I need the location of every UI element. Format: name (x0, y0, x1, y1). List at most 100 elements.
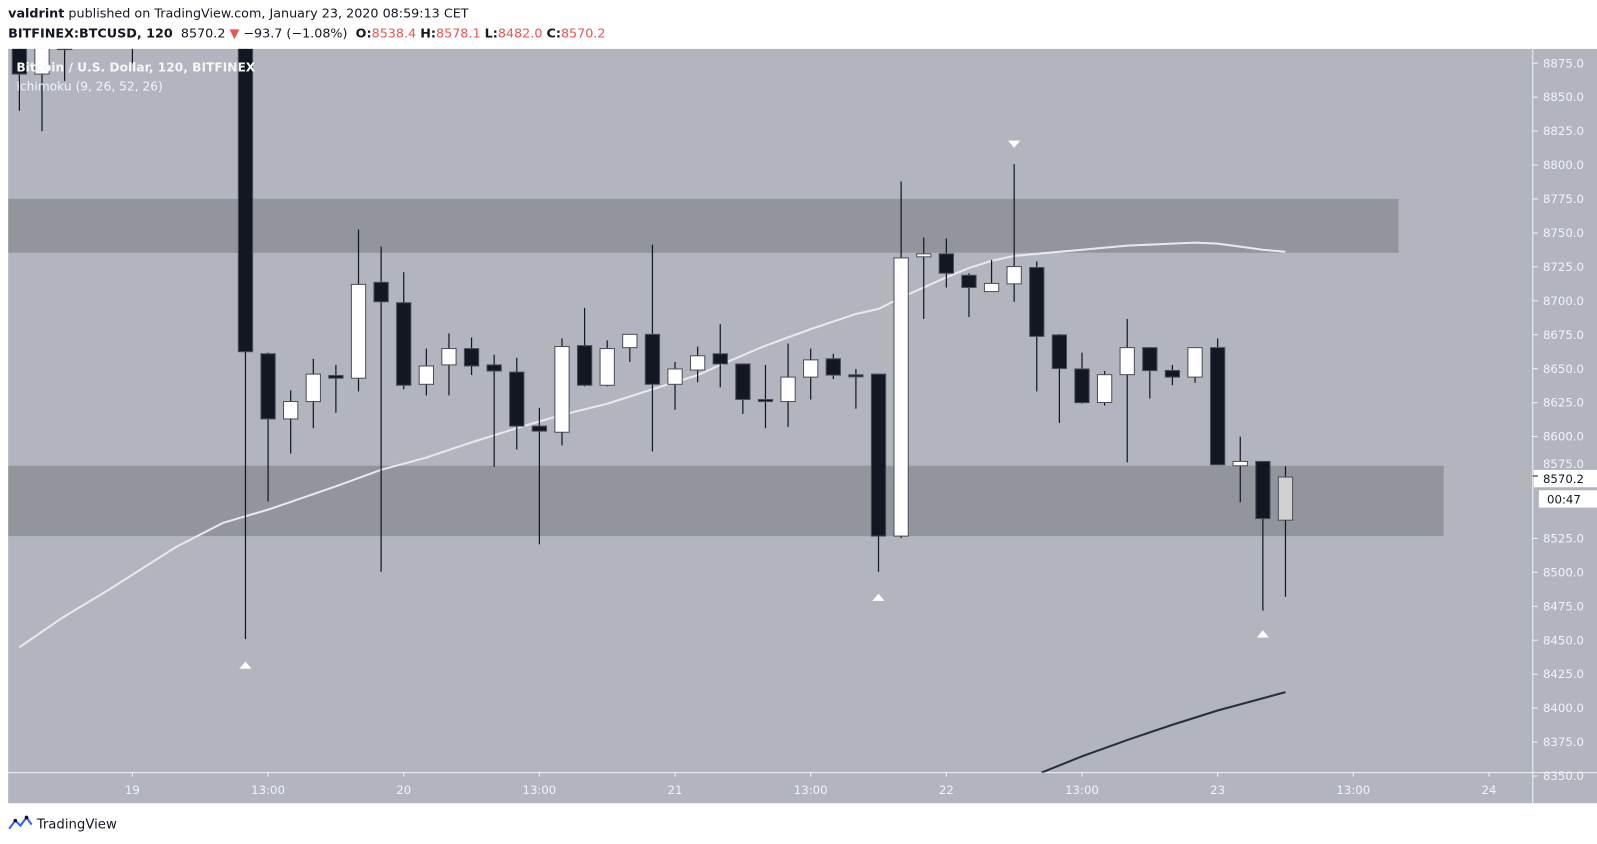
candle-body (1006, 266, 1022, 285)
candle[interactable] (689, 346, 706, 383)
candle[interactable] (893, 181, 909, 539)
symbol-info-bar: BITFINEX:BTCUSD, 120 8570.2 ▼ −93.7 (−1.… (8, 27, 605, 42)
candle[interactable] (373, 246, 389, 572)
candle[interactable] (1051, 334, 1068, 423)
candle[interactable] (622, 333, 638, 362)
candle[interactable] (1074, 352, 1090, 404)
candle[interactable] (712, 324, 728, 388)
candle-body (1255, 460, 1271, 520)
low-label: L: (485, 27, 498, 42)
candle[interactable] (1209, 338, 1226, 466)
price-tick-label: 8475.0 (1543, 599, 1584, 613)
candle[interactable] (237, 0, 254, 640)
time-tick-label: 13:00 (522, 783, 556, 797)
price-zone-0 (8, 198, 1399, 253)
low-value: 8482.0 (498, 27, 543, 42)
candle-body (1096, 374, 1113, 404)
candle[interactable] (34, 22, 50, 132)
candle-body (1187, 347, 1203, 378)
legend-indicator[interactable]: Ichimoku (9, 26, 52, 26) (16, 80, 162, 94)
candle[interactable] (983, 259, 1000, 293)
triangle-down-icon: ▼ (229, 27, 239, 42)
candle[interactable] (531, 407, 548, 545)
price-axis[interactable]: 8875.0 8850.0 8825.0 8800.0 8775.0 8750.0 8725… (1532, 56, 1584, 783)
time-tick-label: 19 (125, 783, 140, 797)
indicator-line-0 (18, 241, 1286, 649)
candle[interactable] (1232, 436, 1248, 503)
candle[interactable] (803, 348, 819, 400)
candle[interactable] (735, 363, 751, 414)
candle[interactable] (350, 229, 367, 392)
candle[interactable] (644, 244, 661, 452)
time-tick-label: 24 (1481, 783, 1496, 797)
candle[interactable] (1187, 346, 1203, 383)
candle[interactable] (56, 16, 73, 81)
price-change: −93.7 (−1.08%) (243, 27, 347, 42)
candle-body (260, 353, 276, 420)
candle[interactable] (1096, 370, 1113, 406)
candle[interactable] (1255, 460, 1271, 611)
candle-body (56, 48, 73, 51)
candle[interactable] (576, 307, 593, 387)
candle[interactable] (825, 353, 841, 380)
price-tick-label: 8800.0 (1543, 158, 1584, 172)
tradingview-logo[interactable]: TradingView (8, 815, 117, 833)
candle[interactable] (486, 354, 502, 467)
candle-body (1142, 347, 1158, 372)
candle-body (328, 374, 344, 379)
price-tick-label: 8750.0 (1543, 226, 1584, 240)
time-axis[interactable]: 19 13:00 20 13:00 21 13:00 22 13:00 23 13:00 24 (125, 772, 1496, 797)
candle[interactable] (1029, 261, 1045, 392)
candle[interactable] (170, 0, 184, 2)
price-tick-label: 8400.0 (1543, 701, 1584, 715)
time-tick-label: 13:00 (1065, 783, 1099, 797)
candle[interactable] (463, 337, 480, 376)
candle-body (893, 257, 909, 537)
candle-body (1277, 476, 1294, 521)
price-tick-label: 8850.0 (1543, 90, 1584, 104)
candle[interactable] (418, 348, 434, 396)
candle[interactable] (260, 352, 276, 502)
candle-body (350, 283, 367, 379)
chart-background[interactable] (8, 48, 1597, 804)
candle-body (305, 373, 321, 403)
candle[interactable] (870, 373, 887, 572)
candle[interactable] (441, 333, 457, 396)
candle[interactable] (1119, 318, 1135, 463)
candle[interactable] (305, 358, 321, 429)
price-tick-label: 8825.0 (1543, 124, 1584, 138)
candle-body (373, 281, 389, 303)
plot-area[interactable] (8, 0, 1444, 773)
candle[interactable] (1164, 364, 1181, 386)
open-value: 8538.4 (372, 27, 417, 42)
candle[interactable] (757, 364, 774, 429)
candle[interactable] (1142, 346, 1158, 399)
candle[interactable] (396, 272, 412, 390)
candle[interactable] (780, 343, 796, 428)
publish-text: published on TradingView.com, January 23… (64, 6, 468, 21)
candle[interactable] (509, 357, 525, 450)
candle[interactable] (599, 340, 615, 387)
candle-body (689, 355, 706, 371)
author-name[interactable]: valdrint (8, 6, 64, 21)
candle[interactable] (11, 22, 28, 111)
candle[interactable] (554, 338, 570, 446)
price-tick-label: 8700.0 (1543, 294, 1584, 308)
candle[interactable] (1277, 466, 1294, 597)
symbol-label[interactable]: BITFINEX:BTCUSD, 120 (8, 27, 173, 42)
indicator-lines (18, 241, 1286, 773)
candle[interactable] (283, 390, 299, 454)
candle[interactable] (916, 237, 932, 319)
candle[interactable] (328, 364, 344, 413)
candle-body (1051, 334, 1068, 370)
candle-body (237, 48, 254, 353)
candle[interactable] (667, 361, 683, 410)
tradingview-brand: TradingView (36, 818, 117, 833)
candle[interactable] (1006, 164, 1022, 302)
high-label: H: (420, 27, 436, 42)
candle-body (34, 48, 50, 75)
candle[interactable] (848, 368, 864, 409)
candle[interactable] (938, 238, 954, 288)
price-tick-label: 8500.0 (1543, 565, 1584, 579)
candle[interactable] (961, 273, 977, 317)
